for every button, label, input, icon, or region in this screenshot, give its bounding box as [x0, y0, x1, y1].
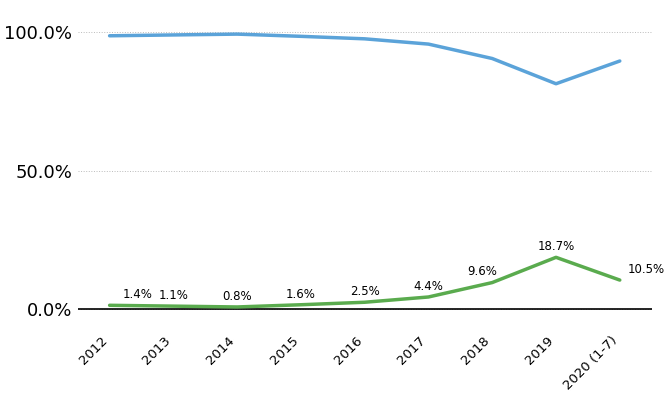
Text: 1.4%: 1.4%	[122, 288, 152, 301]
Text: 9.6%: 9.6%	[468, 266, 498, 278]
Text: 1.1%: 1.1%	[158, 289, 189, 302]
Text: 10.5%: 10.5%	[627, 263, 664, 276]
Text: 2.5%: 2.5%	[350, 285, 380, 298]
Text: 0.8%: 0.8%	[222, 290, 252, 303]
Text: 18.7%: 18.7%	[537, 240, 574, 253]
Text: 1.6%: 1.6%	[286, 287, 316, 301]
Text: 4.4%: 4.4%	[413, 280, 444, 293]
